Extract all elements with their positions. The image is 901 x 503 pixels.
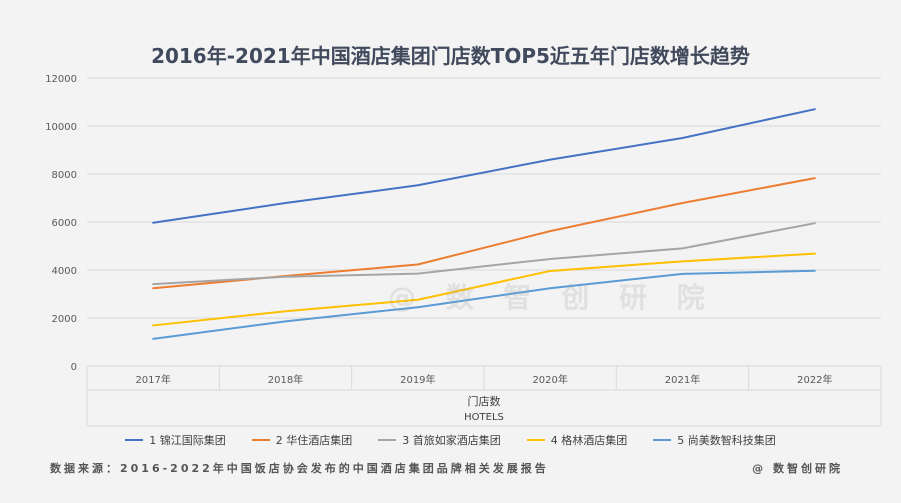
legend-swatch — [125, 439, 144, 441]
x-tick-label: 2020年 — [532, 373, 567, 386]
y-tick-label: 8000 — [52, 170, 77, 181]
legend-item: 1 锦江国际集团 — [125, 432, 226, 448]
x-axis-sublabel: HOTELS — [464, 412, 504, 423]
series-line — [152, 108, 816, 224]
legend-swatch — [653, 439, 672, 441]
legend-label: 4 格林酒店集团 — [550, 434, 628, 447]
series-line — [152, 269, 816, 340]
x-axis-category-table: 2017年 2018年 2019年 2020年 2021年 2022年 — [86, 366, 882, 427]
x-tick-label: 2018年 — [268, 373, 303, 386]
y-tick-label: 6000 — [52, 218, 77, 229]
legend-label: 2 华住酒店集团 — [275, 434, 353, 447]
x-tick-label: 2017年 — [135, 373, 170, 386]
series-line — [152, 222, 816, 286]
legend-item: 4 格林酒店集团 — [526, 432, 628, 448]
legend-label: 5 尚美数智科技集团 — [677, 434, 776, 447]
data-source-note: 数据来源：2016-2022年中国饭店协会发布的中国酒店集团品牌相关发展报告 — [50, 462, 549, 475]
x-tick-label: 2021年 — [665, 373, 700, 386]
brand-credit: @ 数智创研院 — [752, 462, 843, 475]
legend-swatch — [251, 439, 270, 441]
x-tick-label: 2019年 — [400, 373, 435, 386]
x-tick-label: 2022年 — [797, 373, 832, 386]
chart-legend: 1 锦江国际集团 2 华住酒店集团 3 首旅如家酒店集团 4 格林酒店集团 5 尚美数智… — [0, 432, 901, 448]
watermark: @ 数 智 创 研 院 — [388, 281, 715, 314]
legend-swatch — [526, 439, 545, 441]
legend-label: 1 锦江国际集团 — [149, 434, 226, 447]
y-tick-label: 4000 — [52, 266, 77, 277]
y-tick-label: 12000 — [45, 74, 77, 85]
legend-item: 2 华住酒店集团 — [251, 432, 353, 448]
y-tick-label: 10000 — [45, 122, 77, 133]
legend-item: 3 首旅如家酒店集团 — [378, 432, 501, 448]
chart-title: 2016年-2021年中国酒店集团门店数TOP5近五年门店数增长趋势 — [151, 44, 750, 68]
y-axis-tick-labels: 0 2000 4000 6000 8000 10000 12000 — [45, 74, 77, 373]
legend-swatch — [378, 439, 397, 441]
series-line — [152, 177, 816, 290]
x-axis-label: 门店数 — [468, 394, 501, 408]
y-tick-label: 2000 — [52, 314, 77, 325]
legend-label: 3 首旅如家酒店集团 — [402, 434, 501, 447]
series-line — [152, 252, 816, 327]
series-lines — [152, 108, 816, 340]
legend-item: 5 尚美数智科技集团 — [653, 432, 776, 448]
y-tick-label: 0 — [71, 362, 77, 373]
